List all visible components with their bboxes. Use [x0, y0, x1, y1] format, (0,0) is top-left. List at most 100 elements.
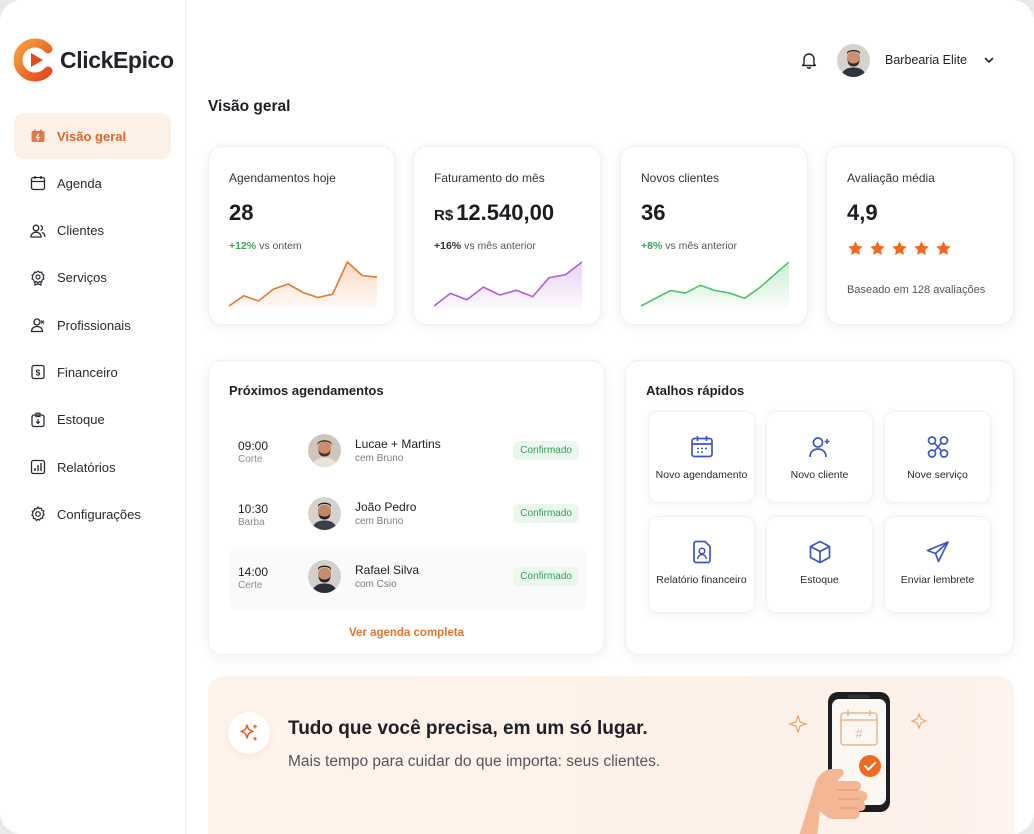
- sidebar-item-label: Clientes: [57, 223, 104, 239]
- phone-illustration: #: [788, 692, 928, 834]
- sparkline-area: [229, 262, 377, 309]
- shortcut-label: Estoque: [800, 574, 839, 586]
- sidebar-item-configuracoes[interactable]: Configurações: [14, 491, 171, 537]
- users-icon: [30, 224, 46, 238]
- star-icon: [914, 241, 929, 255]
- sidebar-item-label: Configurações: [57, 506, 141, 522]
- sidebar-item-servicos[interactable]: Serviços: [14, 255, 171, 301]
- sidebar-item-label: Estoque: [57, 412, 105, 428]
- brand-name: ClickEpico: [60, 46, 174, 73]
- appointment-time: 14:00: [238, 565, 269, 579]
- star-icon: [848, 241, 863, 255]
- client-name: Lucae + Martins: [355, 437, 441, 451]
- promo-banner: Tudo que você precisa, em um só lugar. M…: [208, 676, 1014, 834]
- sidebar-item-label: Serviços: [57, 270, 107, 286]
- shortcuts-panel: Atalhos rápidos Novo agendamento Novo cl…: [625, 360, 1014, 655]
- shortcut-relatorio-financeiro[interactable]: Relatório financeiro: [648, 516, 755, 613]
- sidebar-item-estoque[interactable]: Estoque: [14, 397, 171, 443]
- shortcut-novo-servico[interactable]: Nove serviço: [884, 411, 991, 503]
- status-badge: Confirmado: [513, 567, 579, 586]
- delta-value: +16%: [434, 240, 462, 252]
- shortcut-novo-cliente[interactable]: Novo cliente: [766, 411, 873, 503]
- user-name[interactable]: Barbearia Elite: [885, 53, 967, 67]
- brand-logo[interactable]: ClickEpico: [14, 37, 174, 83]
- stat-card-avaliacao: Avaliação média 4,9 Baseado em 128 avali…: [826, 146, 1014, 325]
- stat-card-faturamento: Faturamento do mês R$ 12.540,00 +16% vs m…: [413, 146, 601, 325]
- sidebar-item-label: Financeiro: [57, 364, 118, 380]
- sidebar: ClickEpico Visão geral Agenda Clientes S…: [0, 0, 186, 834]
- page-title: Visão geral: [208, 98, 291, 115]
- professional-icon: [30, 318, 45, 333]
- chevron-down-icon[interactable]: [982, 53, 996, 67]
- add-user-icon: [808, 437, 829, 458]
- header-user-area: Barbearia Elite: [799, 43, 996, 77]
- stat-value: 36: [641, 200, 666, 225]
- sidebar-item-financeiro[interactable]: $ Financeiro: [14, 349, 171, 395]
- stat-label: Faturamento do mês: [434, 171, 545, 185]
- client-avatar: [308, 560, 341, 593]
- client-name: Rafael Silva: [355, 563, 420, 577]
- sparkline-novos-clientes: [641, 261, 789, 309]
- dashboard-icon: [31, 129, 45, 142]
- money-icon: $: [31, 365, 45, 380]
- sidebar-item-label: Relatórios: [57, 459, 116, 475]
- delta-text: vs mês anterior: [665, 240, 738, 252]
- client-name: João Pedro: [355, 500, 417, 514]
- sidebar-item-visao-geral[interactable]: Visão geral: [14, 113, 171, 159]
- shortcuts-title: Atalhos rápidos: [646, 383, 745, 398]
- shortcut-estoque[interactable]: Estoque: [766, 516, 873, 613]
- sidebar-item-clientes[interactable]: Clientes: [14, 208, 171, 254]
- professional-name: cem Bruno: [355, 453, 404, 464]
- appointments-list: 09:00 Corte Lucae + Martins cem Bruno Co…: [229, 421, 587, 610]
- sidebar-nav: Visão geral Agenda Clientes Serviços Pro…: [14, 113, 171, 539]
- sidebar-item-profissionais[interactable]: Profissionais: [14, 302, 171, 348]
- rating-stars: [847, 240, 952, 257]
- sidebar-item-agenda[interactable]: Agenda: [14, 160, 171, 206]
- appointment-row[interactable]: 10:30 Barba João Pedro cem Bruno Confirm…: [229, 484, 587, 547]
- finance-report-icon: [692, 540, 711, 564]
- shortcut-label: Novo cliente: [790, 469, 849, 481]
- sidebar-item-label: Agenda: [57, 175, 102, 191]
- sparkline-agendamentos: [229, 261, 377, 309]
- sidebar-item-label: Visão geral: [57, 128, 127, 144]
- star-icon: [870, 241, 885, 255]
- shortcut-novo-agendamento[interactable]: Novo agendamento: [648, 411, 755, 503]
- star-icon: [892, 241, 907, 255]
- appointment-row[interactable]: 14:00 Certe Rafael Silva com Csio Confir…: [229, 547, 587, 610]
- shortcut-enviar-lembrete[interactable]: Enviar lembrete: [884, 516, 991, 613]
- stat-card-agendamentos: Agendamentos hoje 28 +12% vs ontem: [208, 146, 395, 325]
- svg-text:#: #: [855, 726, 863, 741]
- appointments-panel: Próximos agendamentos 09:00 Corte Lucae …: [208, 360, 605, 655]
- stat-delta: +12% vs ontem: [229, 240, 302, 252]
- status-badge: Confirmado: [513, 504, 579, 523]
- shortcut-label: Novo agendamento: [655, 469, 748, 481]
- shortcut-label: Enviar lembrete: [900, 574, 975, 586]
- bell-icon[interactable]: [799, 50, 819, 70]
- stat-label: Avaliação média: [847, 171, 935, 185]
- appointment-row[interactable]: 09:00 Corte Lucae + Martins cem Bruno Co…: [229, 421, 587, 484]
- professional-name: cem Bruno: [355, 516, 404, 527]
- sparkline-line: [641, 261, 789, 307]
- delta-value: +8%: [641, 240, 663, 252]
- gear-icon: [31, 506, 45, 522]
- appointments-title: Próximos agendamentos: [229, 383, 384, 398]
- rating-note: Baseado em 128 avaliações: [847, 284, 986, 296]
- user-avatar[interactable]: [837, 43, 870, 77]
- sparkline-line: [434, 261, 582, 307]
- professional-name: com Csio: [355, 579, 397, 590]
- view-full-schedule-link[interactable]: Ver agenda completa: [348, 627, 465, 639]
- calendar-icon: [30, 176, 46, 191]
- stat-value: R$ 12.540,00: [434, 200, 554, 226]
- stat-value: 4,9: [847, 200, 878, 225]
- sparkle-badge: [228, 712, 270, 754]
- sparkline-area: [641, 262, 789, 309]
- star-icon: [936, 241, 951, 255]
- stat-amount: 12.540,00: [456, 200, 555, 225]
- sparkle-icon: [240, 724, 257, 741]
- stat-value: 28: [229, 200, 254, 225]
- stat-delta: +8% vs mês anterior: [641, 240, 737, 252]
- sidebar-item-relatorios[interactable]: Relatórios: [14, 444, 171, 490]
- send-icon: [926, 541, 949, 563]
- shortcut-label: Relatório financeiro: [656, 574, 747, 586]
